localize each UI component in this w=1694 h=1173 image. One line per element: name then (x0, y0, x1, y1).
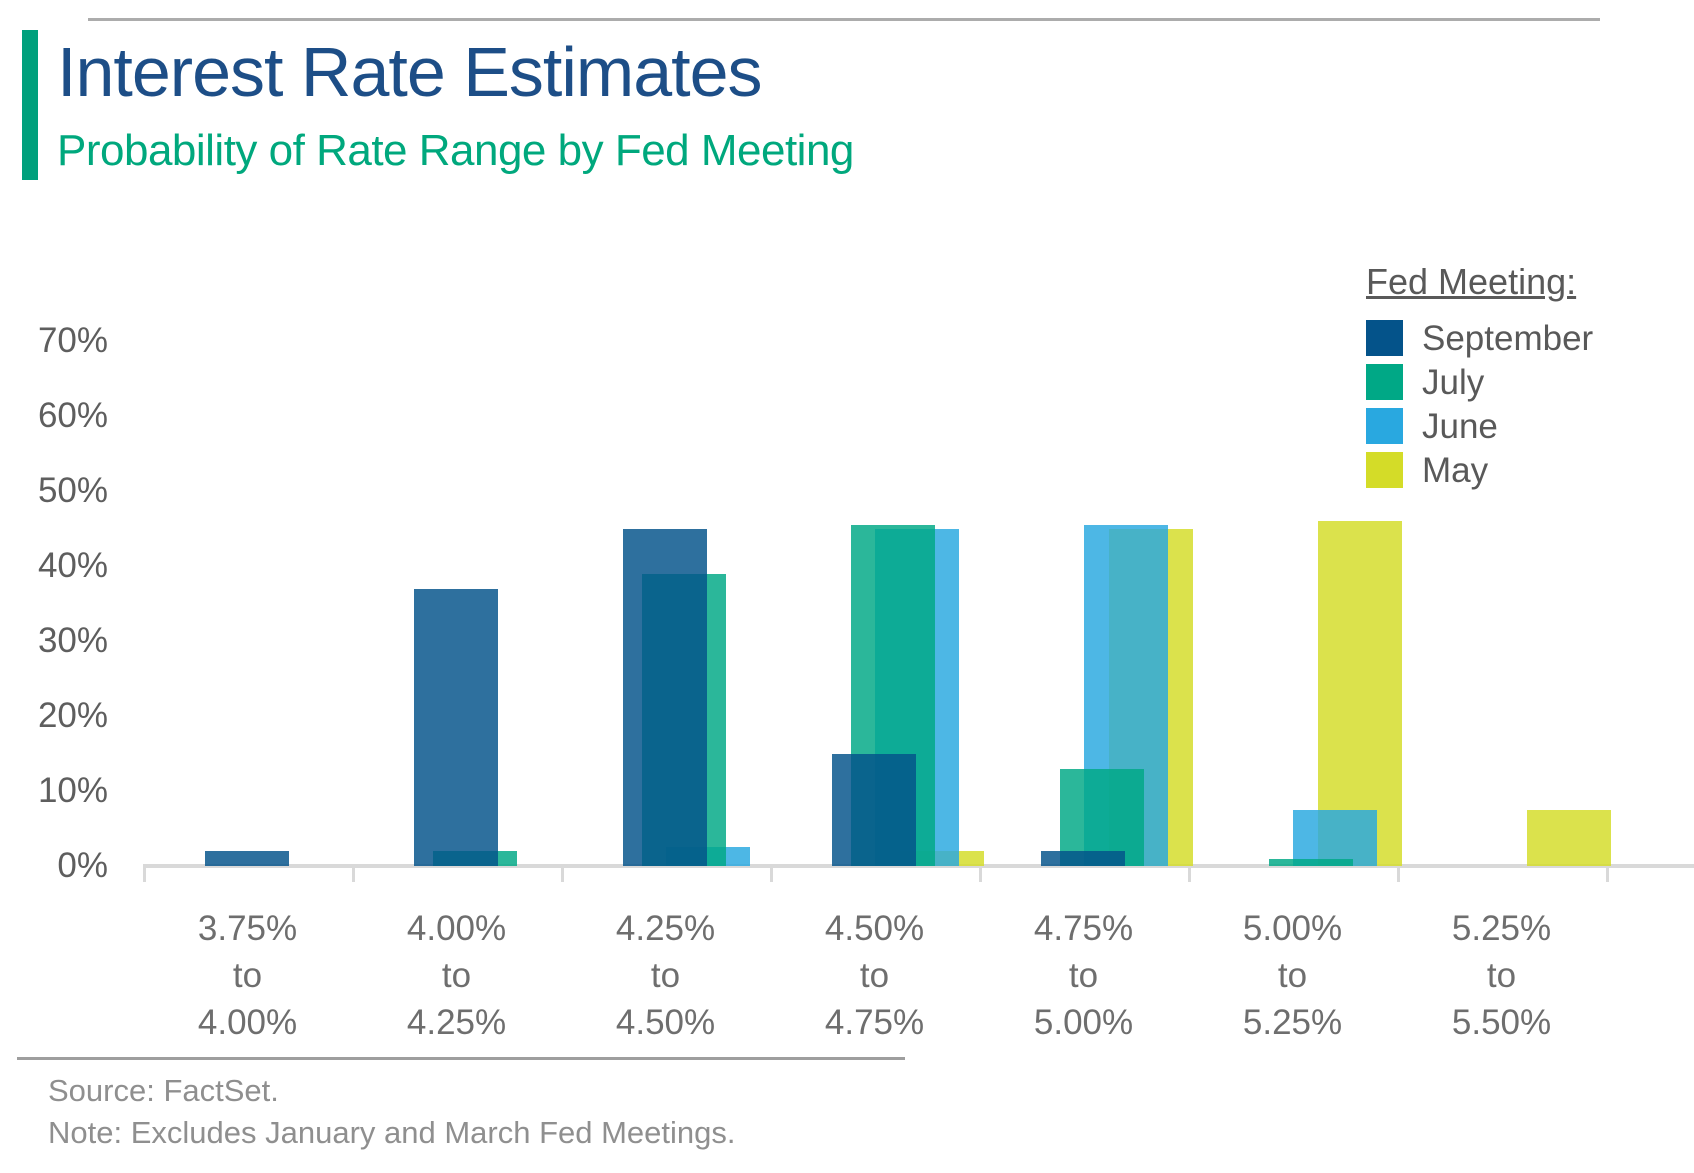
chart-legend: Fed Meeting: September July June May (1366, 260, 1593, 492)
x-axis-label-2: 4.00% to 4.25% (406, 909, 507, 1042)
legend-item-may: May (1366, 448, 1593, 492)
y-tick-label-40%: 40% (37, 546, 108, 585)
legend-swatch-july (1366, 364, 1403, 400)
footer-divider (17, 1057, 905, 1060)
top-divider (88, 18, 1600, 21)
legend-item-september: September (1366, 316, 1593, 360)
legend-item-july: July (1366, 360, 1593, 404)
legend-label: June (1422, 406, 1498, 446)
x-axis-line (143, 864, 1694, 868)
bar-july-5 (1060, 768, 1144, 866)
bar-june-6 (1293, 809, 1377, 866)
x-axis-label-5: 4.75% to 5.00% (1033, 909, 1134, 1042)
legend-swatch-june (1366, 408, 1403, 444)
y-tick-label-0%: 0% (57, 846, 108, 885)
x-axis-label-1: 3.75% to 4.00% (197, 909, 298, 1042)
y-tick-label-30%: 30% (37, 621, 108, 660)
x-axis-tick (770, 866, 773, 882)
bar-september-4 (832, 753, 916, 866)
x-axis-tick (561, 866, 564, 882)
legend-items: September July June May (1366, 316, 1593, 492)
legend-label: September (1422, 318, 1594, 358)
x-axis-tick (1397, 866, 1400, 882)
bar-september-2 (414, 588, 498, 866)
page-title: Interest Rate Estimates (57, 33, 763, 111)
x-axis-tick (1606, 866, 1609, 882)
x-axis-tick (979, 866, 982, 882)
bar-may-6 (1318, 521, 1402, 866)
legend-label: May (1422, 450, 1489, 490)
bar-may-7 (1527, 809, 1611, 866)
title-accent-bar (22, 30, 38, 180)
y-tick-label-50%: 50% (37, 471, 108, 510)
x-axis-tick (352, 866, 355, 882)
x-axis-tick (143, 866, 146, 882)
legend-label: July (1422, 362, 1485, 402)
legend-item-june: June (1366, 404, 1593, 448)
legend-title: Fed Meeting: (1366, 261, 1577, 302)
x-axis-label-4: 4.50% to 4.75% (824, 909, 925, 1042)
bar-september-3 (623, 528, 707, 866)
y-tick-label-10%: 10% (37, 771, 108, 810)
x-axis-label-3: 4.25% to 4.50% (615, 909, 716, 1042)
x-axis-tick (1188, 866, 1191, 882)
bar-july-6 (1269, 858, 1353, 866)
page-subtitle: Probability of Rate Range by Fed Meeting (57, 126, 854, 175)
x-axis-label-7: 5.25% to 5.50% (1451, 909, 1552, 1042)
y-tick-label-20%: 20% (37, 696, 108, 735)
legend-swatch-may (1366, 452, 1403, 488)
bar-september-1 (205, 851, 289, 866)
bar-september-5 (1041, 851, 1125, 866)
y-tick-label-70%: 70% (37, 321, 108, 360)
meetings-note: Note: Excludes January and March Fed Mee… (48, 1115, 736, 1150)
source-note: Source: FactSet. (48, 1073, 279, 1108)
legend-swatch-september (1366, 320, 1403, 356)
x-axis-label-6: 5.00% to 5.25% (1242, 909, 1343, 1042)
y-tick-label-60%: 60% (37, 396, 108, 435)
